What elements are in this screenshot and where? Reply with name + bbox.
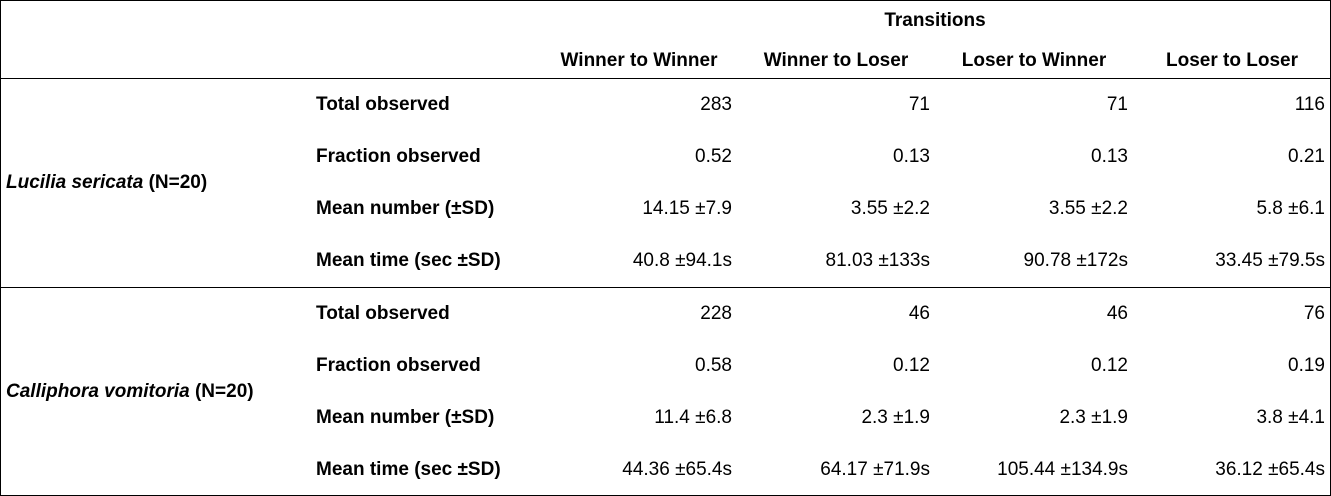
table-cell: 46	[1106, 303, 1128, 324]
table-row: Mean time (sec ±SD) 44.36 ±65.4s 64.17 ±…	[1, 444, 1330, 496]
transitions-header: Transitions	[884, 10, 986, 31]
table-cell: 0.52	[695, 146, 732, 167]
column-header-winner-to-loser: Winner to Loser	[763, 50, 909, 71]
table-cell: 228	[700, 303, 732, 324]
species-group-lucilia: Lucilia sericata (N=20) Total observed 2…	[1, 79, 1330, 287]
table-cell: 116	[1294, 94, 1325, 115]
table-cell: 0.12	[893, 355, 930, 376]
sample-size: (N=20)	[148, 172, 208, 193]
column-header-loser-to-winner: Loser to Winner	[961, 50, 1107, 71]
species-label: Calliphora vomitoria (N=20)	[6, 381, 254, 403]
row-label: Total observed	[316, 303, 450, 324]
table-cell: 81.03 ±133s	[825, 250, 930, 271]
species-group-calliphora: Calliphora vomitoria (N=20) Total observ…	[1, 288, 1330, 495]
table-cell: 40.8 ±94.1s	[632, 250, 732, 271]
table-cell: 0.21	[1288, 146, 1325, 167]
table-cell: 0.13	[1091, 146, 1128, 167]
table-cell: 36.12 ±65.4s	[1215, 459, 1325, 480]
row-label: Fraction observed	[316, 355, 481, 376]
row-label: Mean number (±SD)	[316, 198, 495, 219]
table-cell: 0.19	[1288, 355, 1325, 376]
row-label: Mean time (sec ±SD)	[316, 459, 501, 480]
table-cell: 76	[1303, 303, 1325, 324]
table-cell: 283	[700, 94, 732, 115]
table-cell: 14.15 ±7.9	[642, 198, 732, 219]
table-cell: 3.8 ±4.1	[1256, 407, 1325, 428]
row-label: Mean time (sec ±SD)	[316, 250, 501, 271]
table-cell: 46	[908, 303, 930, 324]
table-cell: 71	[908, 94, 930, 115]
table-cell: 5.8 ±6.1	[1256, 198, 1325, 219]
table-cell: 0.13	[893, 146, 930, 167]
table-cell: 3.55 ±2.2	[1048, 198, 1128, 219]
header-divider	[1, 78, 1330, 79]
table-cell: 90.78 ±172s	[1023, 250, 1128, 271]
column-header-loser-to-loser: Loser to Loser	[1166, 50, 1298, 71]
table-cell: 105.44 ±134.9s	[997, 459, 1128, 480]
table-row: Mean time (sec ±SD) 40.8 ±94.1s 81.03 ±1…	[1, 235, 1330, 287]
table-row: Total observed 283 71 71 116	[1, 79, 1330, 131]
table-cell: 0.58	[695, 355, 732, 376]
sample-size: (N=20)	[194, 381, 254, 402]
species-label: Lucilia sericata (N=20)	[6, 172, 207, 194]
table-cell: 44.36 ±65.4s	[622, 459, 732, 480]
table-row: Fraction observed 0.58 0.12 0.12 0.19	[1, 340, 1330, 392]
table-cell: 64.17 ±71.9s	[820, 459, 930, 480]
table-cell: 3.55 ±2.2	[850, 198, 930, 219]
table-header-group: Transitions	[1, 1, 1330, 41]
group-divider	[1, 287, 1330, 288]
table-cell: 2.3 ±1.9	[1059, 407, 1128, 428]
table-cell: 71	[1106, 94, 1128, 115]
table-header-columns: Winner to Winner Winner to Loser Loser t…	[1, 41, 1330, 79]
table-cell: 2.3 ±1.9	[861, 407, 930, 428]
table-row: Total observed 228 46 46 76	[1, 288, 1330, 340]
row-label: Total observed	[316, 94, 450, 115]
table-row: Mean number (±SD) 11.4 ±6.8 2.3 ±1.9 2.3…	[1, 392, 1330, 444]
table-cell: 33.45 ±79.5s	[1215, 250, 1325, 271]
row-label: Mean number (±SD)	[316, 407, 495, 428]
table-cell: 11.4 ±6.8	[654, 407, 732, 428]
table-row: Fraction observed 0.52 0.13 0.13 0.21	[1, 131, 1330, 183]
column-header-winner-to-winner: Winner to Winner	[560, 50, 718, 71]
species-name: Lucilia sericata	[6, 172, 144, 193]
table-row: Mean number (±SD) 14.15 ±7.9 3.55 ±2.2 3…	[1, 183, 1330, 235]
table-cell: 0.12	[1091, 355, 1128, 376]
row-label: Fraction observed	[316, 146, 481, 167]
species-name: Calliphora vomitoria	[6, 381, 190, 402]
